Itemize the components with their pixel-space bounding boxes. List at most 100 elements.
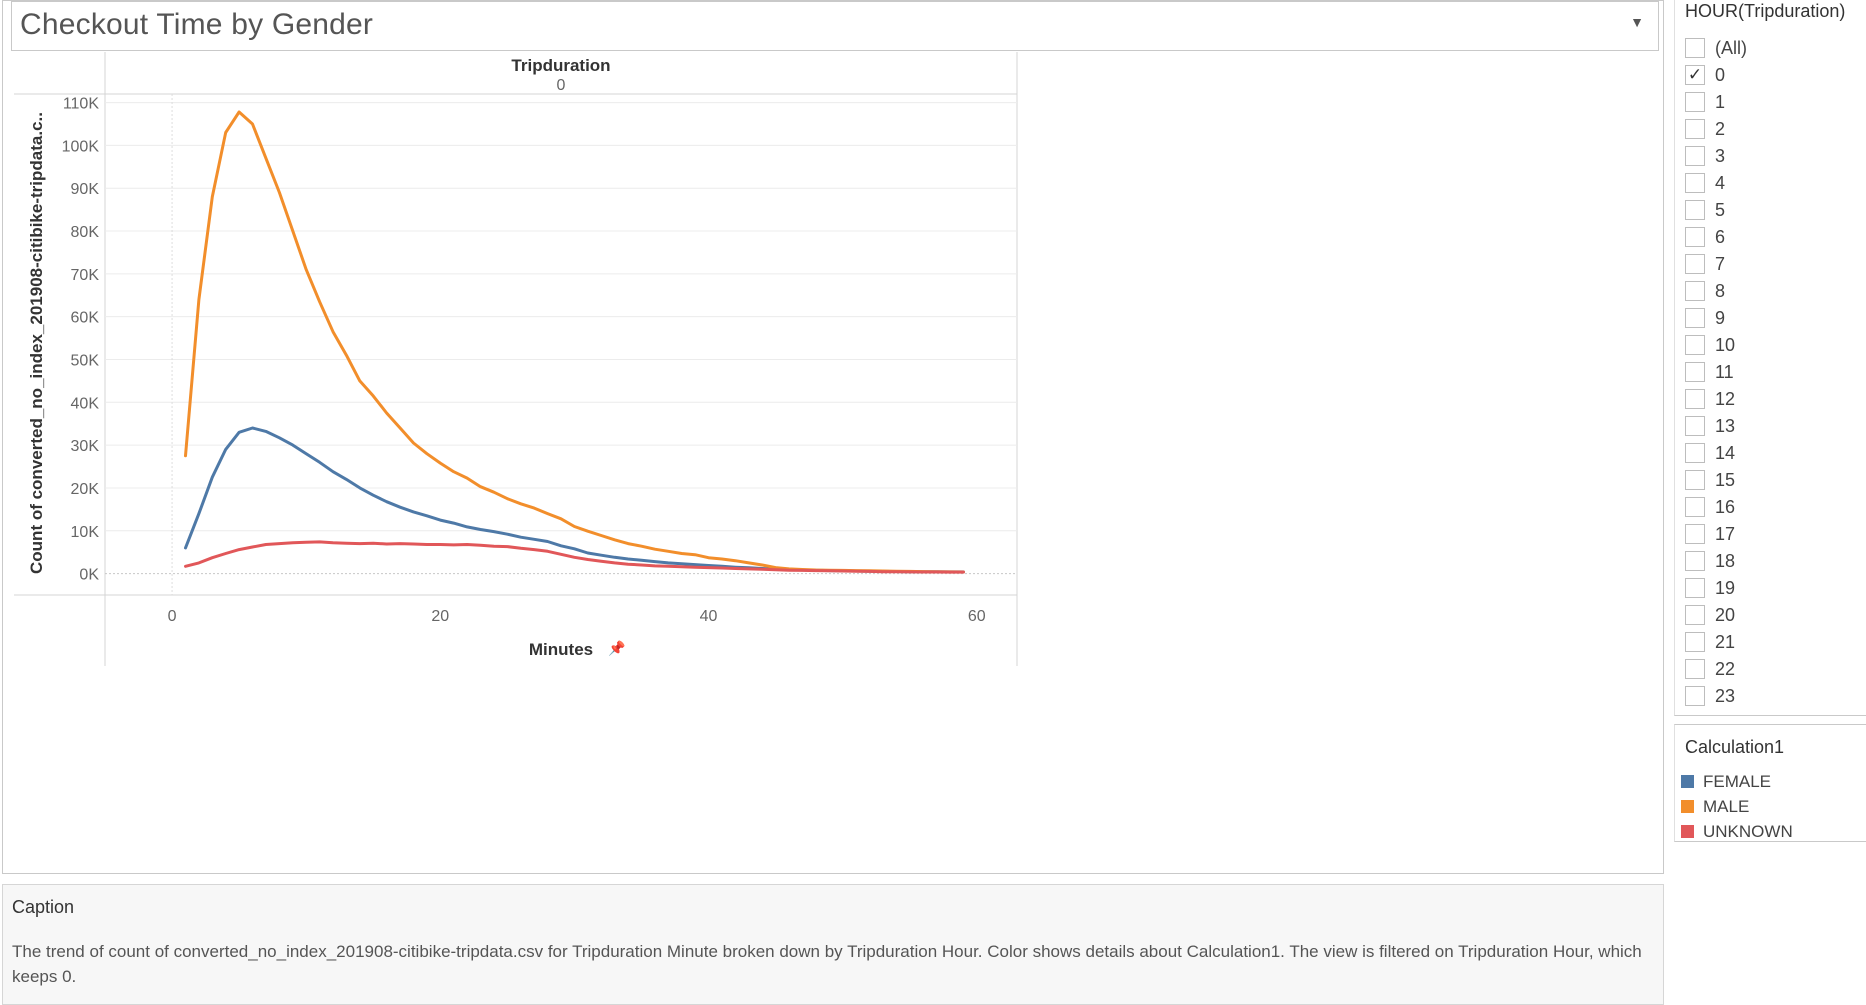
checkbox[interactable] bbox=[1685, 92, 1705, 112]
y-tick-label: 110K bbox=[63, 96, 100, 113]
legend-item[interactable]: MALE bbox=[1681, 796, 1861, 818]
checkbox[interactable] bbox=[1685, 416, 1705, 436]
worksheet-title: Checkout Time by Gender bbox=[20, 8, 374, 41]
y-tick-label: 90K bbox=[71, 181, 100, 198]
y-tick-label: 0K bbox=[79, 567, 99, 584]
series-layer[interactable] bbox=[184, 110, 965, 574]
checkbox[interactable] bbox=[1685, 254, 1705, 274]
y-tick-label: 10K bbox=[71, 524, 100, 541]
filter-item[interactable]: 19 bbox=[1685, 576, 1855, 602]
checkbox[interactable] bbox=[1685, 146, 1705, 166]
filter-item[interactable]: 10 bbox=[1685, 333, 1855, 359]
filter-title: HOUR(Tripduration) bbox=[1685, 1, 1846, 21]
legend-item[interactable]: FEMALE bbox=[1681, 771, 1861, 793]
filter-item[interactable]: 5 bbox=[1685, 198, 1855, 224]
checkbox[interactable] bbox=[1685, 335, 1705, 355]
filter-item[interactable]: 11 bbox=[1685, 360, 1855, 386]
y-tick-label: 40K bbox=[71, 395, 100, 412]
filter-item[interactable]: 18 bbox=[1685, 549, 1855, 575]
checkbox[interactable] bbox=[1685, 686, 1705, 706]
filter-item-label: 11 bbox=[1715, 362, 1734, 382]
checkbox[interactable] bbox=[1685, 38, 1705, 58]
y-tick-label: 60K bbox=[71, 310, 100, 327]
checkbox[interactable] bbox=[1685, 497, 1705, 517]
filter-item[interactable]: 3 bbox=[1685, 144, 1855, 170]
filter-item-label: 8 bbox=[1715, 281, 1726, 301]
filter-item-label: 0 bbox=[1715, 65, 1726, 85]
series-line-female[interactable] bbox=[184, 426, 965, 574]
checkbox[interactable] bbox=[1685, 200, 1705, 220]
filter-item[interactable]: 15 bbox=[1685, 468, 1855, 494]
filter-item[interactable]: 12 bbox=[1685, 387, 1855, 413]
filter-item[interactable]: 6 bbox=[1685, 225, 1855, 251]
grid-layer bbox=[105, 94, 1017, 595]
checkbox[interactable] bbox=[1685, 362, 1705, 382]
checkbox[interactable] bbox=[1685, 524, 1705, 544]
filter-item-label: 10 bbox=[1715, 335, 1736, 355]
pin-icon[interactable]: 📌 bbox=[608, 639, 626, 657]
filter-item-label: 13 bbox=[1715, 416, 1736, 436]
filter-item-label: 9 bbox=[1715, 308, 1726, 328]
filter-item-label: 6 bbox=[1715, 227, 1726, 247]
checkbox[interactable] bbox=[1685, 551, 1705, 571]
filter-item[interactable]: 17 bbox=[1685, 522, 1855, 548]
checkbox[interactable]: ✓ bbox=[1685, 65, 1705, 85]
checkbox[interactable] bbox=[1685, 173, 1705, 193]
filter-item[interactable]: 21 bbox=[1685, 630, 1855, 656]
filter-item[interactable]: 23 bbox=[1685, 684, 1855, 710]
checkbox[interactable] bbox=[1685, 227, 1705, 247]
filter-item-label: 16 bbox=[1715, 497, 1736, 517]
filter-item-label: 21 bbox=[1715, 632, 1736, 652]
filter-item[interactable]: 20 bbox=[1685, 603, 1855, 629]
y-axis-title: Count of converted_no_index_201908-citib… bbox=[27, 112, 46, 574]
checkbox[interactable] bbox=[1685, 470, 1705, 490]
filter-item[interactable]: 13 bbox=[1685, 414, 1855, 440]
checkbox[interactable] bbox=[1685, 632, 1705, 652]
y-tick-label: 100K bbox=[62, 138, 100, 155]
filter-item[interactable]: 9 bbox=[1685, 306, 1855, 332]
y-tick-label: 80K bbox=[71, 224, 100, 241]
filter-item[interactable]: 16 bbox=[1685, 495, 1855, 521]
checkbox[interactable] bbox=[1685, 659, 1705, 679]
legend-item[interactable]: UNKNOWN bbox=[1681, 821, 1861, 843]
checkbox[interactable] bbox=[1685, 389, 1705, 409]
caption-text: The trend of count of converted_no_index… bbox=[12, 942, 1642, 986]
filter-item[interactable]: 14 bbox=[1685, 441, 1855, 467]
line-chart[interactable]: Tripduration 0 0K 10K 20K 30K 40K 50K 60K 70K 80… bbox=[0, 0, 1030, 680]
checkbox[interactable] bbox=[1685, 578, 1705, 598]
filter-item[interactable]: ✓ 0 bbox=[1685, 63, 1855, 89]
filter-item-label: 18 bbox=[1715, 551, 1736, 571]
column-header-value: 0 bbox=[557, 77, 566, 94]
filter-item[interactable]: 1 bbox=[1685, 90, 1855, 116]
filter-item-label: 19 bbox=[1715, 578, 1736, 598]
filter-item[interactable]: 8 bbox=[1685, 279, 1855, 305]
filter-item-label: 1 bbox=[1715, 92, 1726, 112]
filter-item-label: 23 bbox=[1715, 686, 1736, 706]
filter-item[interactable]: 7 bbox=[1685, 252, 1855, 278]
filter-item-label: 7 bbox=[1715, 254, 1726, 274]
y-tick-label: 20K bbox=[71, 481, 100, 498]
filter-item[interactable]: 4 bbox=[1685, 171, 1855, 197]
series-line-unknown[interactable] bbox=[184, 540, 965, 574]
checkbox[interactable] bbox=[1685, 443, 1705, 463]
filter-item-label: 15 bbox=[1715, 470, 1736, 490]
legend-item-label: UNKNOWN bbox=[1703, 822, 1793, 841]
caption-title: Caption bbox=[12, 897, 75, 917]
filter-item[interactable]: 2 bbox=[1685, 117, 1855, 143]
y-tick-label: 30K bbox=[71, 438, 100, 455]
x-tick-label: 20 bbox=[431, 608, 449, 625]
filter-item-label: 2 bbox=[1715, 119, 1726, 139]
legend-item-label: MALE bbox=[1703, 797, 1750, 816]
checkbox[interactable] bbox=[1685, 119, 1705, 139]
series-line-male[interactable] bbox=[184, 110, 965, 574]
filter-item-label: 20 bbox=[1715, 605, 1736, 625]
chevron-down-icon[interactable]: ▼ bbox=[1630, 14, 1644, 30]
checkbox[interactable] bbox=[1685, 605, 1705, 625]
checkbox[interactable] bbox=[1685, 308, 1705, 328]
filter-item-label: 5 bbox=[1715, 200, 1726, 220]
x-axis-title: Minutes bbox=[529, 640, 593, 659]
filter-item[interactable]: (All) bbox=[1685, 36, 1855, 62]
filter-item[interactable]: 22 bbox=[1685, 657, 1855, 683]
checkbox[interactable] bbox=[1685, 281, 1705, 301]
x-tick-label: 0 bbox=[168, 608, 177, 625]
